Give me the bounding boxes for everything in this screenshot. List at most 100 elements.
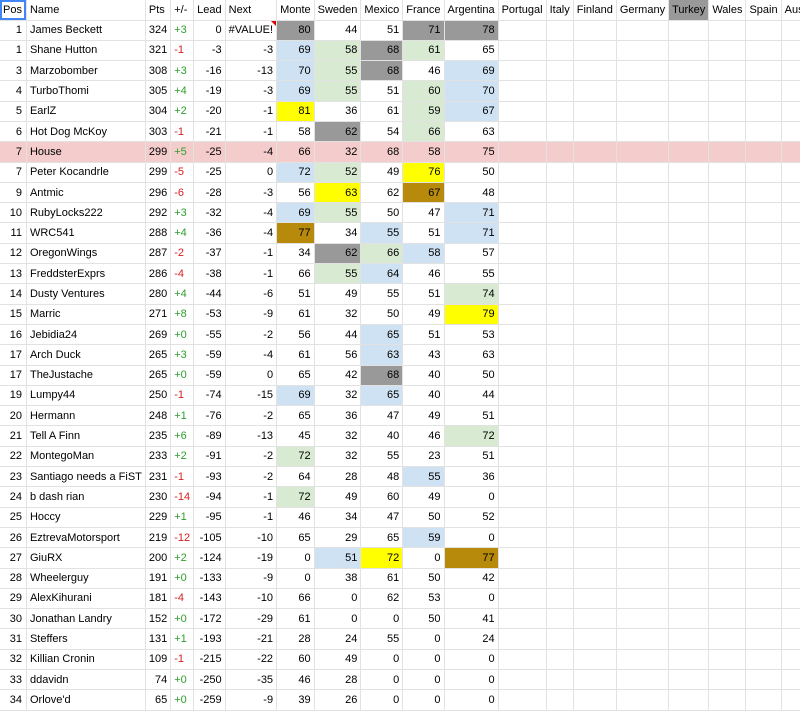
lead-cell[interactable]: -37 [193, 243, 226, 265]
empty-cell[interactable] [781, 689, 800, 711]
rally-score-cell[interactable]: 0 [314, 588, 362, 610]
empty-cell[interactable] [546, 202, 574, 224]
empty-cell[interactable] [573, 669, 617, 691]
rally-score-cell[interactable]: 40 [360, 425, 404, 447]
empty-cell[interactable] [781, 365, 800, 386]
rally-score-cell[interactable]: 50 [444, 365, 499, 386]
empty-cell[interactable] [781, 222, 800, 244]
empty-cell[interactable] [708, 80, 747, 102]
empty-cell[interactable] [546, 425, 574, 447]
rally-score-cell[interactable]: 75 [444, 141, 499, 163]
empty-cell[interactable] [546, 507, 574, 528]
rally-score-cell[interactable]: 72 [276, 486, 315, 508]
pts-cell[interactable]: 308 [145, 60, 172, 82]
lead-cell[interactable]: -25 [193, 162, 226, 183]
empty-cell[interactable] [573, 385, 617, 407]
name-cell[interactable]: MontegoMan [26, 446, 146, 468]
pos-cell[interactable]: 1 [0, 40, 27, 62]
empty-cell[interactable] [668, 243, 710, 265]
empty-cell[interactable] [616, 162, 670, 183]
empty-cell[interactable] [498, 385, 547, 407]
change-cell[interactable]: -2 [170, 243, 195, 265]
next-cell[interactable]: #VALUE! [225, 20, 278, 41]
empty-cell[interactable] [573, 588, 617, 610]
pos-cell[interactable]: 28 [0, 568, 27, 589]
empty-cell[interactable] [546, 588, 574, 610]
next-cell[interactable]: -10 [225, 588, 278, 610]
empty-cell[interactable] [668, 425, 710, 447]
next-cell[interactable]: -9 [225, 304, 278, 325]
change-cell[interactable]: -4 [170, 263, 195, 285]
lead-cell[interactable]: 0 [193, 20, 226, 41]
name-cell[interactable]: RubyLocks222 [26, 202, 146, 224]
empty-cell[interactable] [616, 385, 670, 407]
empty-cell[interactable] [546, 162, 574, 183]
empty-cell[interactable] [745, 446, 782, 468]
change-cell[interactable]: -14 [170, 486, 195, 508]
name-cell[interactable]: Steffers [26, 628, 146, 650]
change-cell[interactable]: +4 [170, 283, 195, 305]
rally-score-cell[interactable]: 0 [360, 608, 404, 630]
change-cell[interactable]: +3 [170, 20, 195, 41]
rally-score-cell[interactable]: 43 [402, 344, 445, 366]
empty-cell[interactable] [745, 324, 782, 346]
next-cell[interactable]: -4 [225, 344, 278, 366]
empty-cell[interactable] [708, 466, 747, 488]
rally-score-cell[interactable]: 55 [444, 263, 499, 285]
rally-score-cell[interactable]: 47 [360, 405, 404, 427]
empty-cell[interactable] [668, 263, 710, 285]
empty-cell[interactable] [708, 608, 747, 630]
empty-cell[interactable] [745, 486, 782, 508]
rally-score-cell[interactable]: 51 [402, 222, 445, 244]
pos-cell[interactable]: 24 [0, 486, 27, 508]
empty-cell[interactable] [616, 425, 670, 447]
empty-cell[interactable] [668, 507, 710, 528]
empty-cell[interactable] [573, 121, 617, 143]
empty-cell[interactable] [573, 507, 617, 528]
rally-score-cell[interactable]: 0 [444, 486, 499, 508]
column-header-17[interactable]: Spain [745, 0, 782, 21]
lead-cell[interactable]: -172 [193, 608, 226, 630]
rally-score-cell[interactable]: 0 [402, 547, 445, 569]
lead-cell[interactable]: -193 [193, 628, 226, 650]
empty-cell[interactable] [745, 121, 782, 143]
empty-cell[interactable] [745, 568, 782, 589]
rally-score-cell[interactable]: 65 [360, 385, 404, 407]
next-cell[interactable]: -2 [225, 405, 278, 427]
empty-cell[interactable] [745, 466, 782, 488]
empty-cell[interactable] [781, 121, 800, 143]
empty-cell[interactable] [745, 222, 782, 244]
empty-cell[interactable] [498, 222, 547, 244]
lead-cell[interactable]: -143 [193, 588, 226, 610]
lead-cell[interactable]: -105 [193, 527, 226, 549]
empty-cell[interactable] [498, 649, 547, 671]
lead-cell[interactable]: -3 [193, 40, 226, 62]
pts-cell[interactable]: 74 [145, 669, 172, 691]
empty-cell[interactable] [745, 385, 782, 407]
name-cell[interactable]: Arch Duck [26, 344, 146, 366]
empty-cell[interactable] [668, 182, 710, 204]
rally-score-cell[interactable]: 34 [314, 222, 362, 244]
next-cell[interactable]: -9 [225, 568, 278, 589]
change-cell[interactable]: -12 [170, 527, 195, 549]
rally-score-cell[interactable]: 69 [444, 60, 499, 82]
rally-score-cell[interactable]: 45 [276, 425, 315, 447]
empty-cell[interactable] [546, 263, 574, 285]
pos-cell[interactable]: 23 [0, 466, 27, 488]
empty-cell[interactable] [745, 689, 782, 711]
name-cell[interactable]: Tell A Finn [26, 425, 146, 447]
rally-score-cell[interactable]: 46 [402, 263, 445, 285]
rally-score-cell[interactable]: 66 [360, 243, 404, 265]
empty-cell[interactable] [708, 669, 747, 691]
lead-cell[interactable]: -93 [193, 466, 226, 488]
pts-cell[interactable]: 131 [145, 628, 172, 650]
lead-cell[interactable]: -76 [193, 405, 226, 427]
rally-score-cell[interactable]: 49 [402, 405, 445, 427]
rally-score-cell[interactable]: 81 [276, 101, 315, 122]
empty-cell[interactable] [668, 222, 710, 244]
empty-cell[interactable] [668, 608, 710, 630]
empty-cell[interactable] [668, 20, 710, 41]
pts-cell[interactable]: 248 [145, 405, 172, 427]
change-cell[interactable]: +1 [170, 628, 195, 650]
column-header-8[interactable]: Mexico [360, 0, 404, 21]
